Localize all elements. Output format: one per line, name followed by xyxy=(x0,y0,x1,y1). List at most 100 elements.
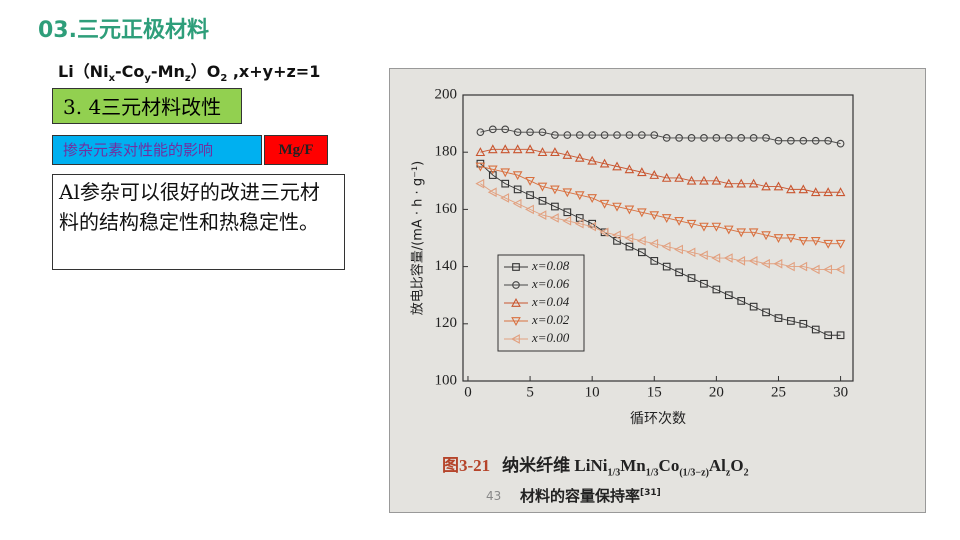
body-text: Al参杂可以很好的改进三元材料的结构稳定性和热稳定性。 xyxy=(52,174,345,270)
marker xyxy=(823,264,833,275)
marker xyxy=(786,184,796,194)
marker xyxy=(824,331,833,340)
marker xyxy=(749,134,758,142)
text-run: ,x+y+z=1 xyxy=(227,62,321,81)
marker xyxy=(487,187,497,198)
marker xyxy=(698,250,708,260)
marker xyxy=(762,134,770,142)
plot-frame xyxy=(462,94,854,382)
marker xyxy=(637,208,647,218)
marker xyxy=(488,171,497,179)
marker xyxy=(761,231,771,241)
marker xyxy=(525,204,534,215)
marker xyxy=(786,234,796,244)
marker xyxy=(649,238,659,249)
marker xyxy=(649,170,660,179)
marker xyxy=(699,222,709,232)
y-tick-label: 120 xyxy=(435,315,458,331)
marker xyxy=(700,134,708,142)
script-text: 2 xyxy=(743,467,749,479)
page-number: 43 xyxy=(486,489,502,503)
legend-label: x=0.08 xyxy=(531,258,570,273)
topic-label: 掺杂元素对性能的影响 xyxy=(52,135,262,165)
marker xyxy=(650,131,659,139)
marker xyxy=(575,131,584,139)
script-text: (1/3−z) xyxy=(679,467,709,479)
marker xyxy=(538,128,547,137)
marker xyxy=(723,225,734,235)
marker xyxy=(661,241,671,252)
text-run: O xyxy=(730,456,744,475)
marker xyxy=(562,150,573,159)
marker xyxy=(674,172,684,182)
marker xyxy=(810,187,821,197)
marker xyxy=(835,264,845,275)
text-run: 纳米纤维 LiNi xyxy=(502,456,608,475)
legend-label: x=0.04 xyxy=(531,294,570,309)
marker xyxy=(811,136,820,145)
legend-marker xyxy=(510,334,520,344)
marker xyxy=(500,144,511,154)
marker xyxy=(773,181,784,191)
marker xyxy=(612,161,622,171)
script-text: [31] xyxy=(640,488,661,498)
marker xyxy=(637,167,647,177)
marker xyxy=(625,242,634,251)
legend-marker xyxy=(511,317,521,327)
marker xyxy=(675,134,683,142)
marker xyxy=(599,227,609,238)
marker xyxy=(512,144,523,154)
marker xyxy=(762,308,770,317)
marker xyxy=(550,185,560,195)
marker xyxy=(737,134,746,142)
marker xyxy=(810,237,821,246)
y-tick-label: 140 xyxy=(435,258,458,274)
marker xyxy=(737,297,746,305)
legend-label: x=0.02 xyxy=(531,312,570,327)
marker xyxy=(512,198,522,209)
text-run: -Mn xyxy=(150,62,185,81)
marker xyxy=(661,172,672,182)
marker xyxy=(810,264,820,275)
marker xyxy=(748,228,759,238)
x-tick-label: 15 xyxy=(647,384,662,400)
marker xyxy=(835,239,846,249)
marker xyxy=(687,274,696,282)
marker xyxy=(712,285,721,294)
script-text: z xyxy=(184,73,191,85)
marker xyxy=(625,131,634,139)
legend-marker xyxy=(511,297,521,307)
caption-line: 图3-21 纳米纤维 LiNi1/3Mn1/3Co(1/3−z)AlzO2 xyxy=(442,451,749,478)
marker xyxy=(785,261,795,272)
marker xyxy=(638,248,646,257)
marker xyxy=(551,131,559,139)
marker xyxy=(574,191,585,201)
marker xyxy=(773,258,783,269)
marker xyxy=(500,193,510,203)
script-text: x xyxy=(108,73,116,85)
x-axis-label: 循环次数 xyxy=(630,411,686,427)
text-run: 材料的容量保持率 xyxy=(520,487,641,505)
caption-line: 材料的容量保持率[31] xyxy=(520,485,661,506)
marker xyxy=(798,261,808,272)
script-text: 1/3 xyxy=(645,467,659,479)
marker xyxy=(811,325,820,334)
marker xyxy=(526,128,534,137)
marker xyxy=(662,262,671,271)
marker xyxy=(686,175,697,185)
x-tick-label: 30 xyxy=(833,384,848,400)
marker xyxy=(550,147,560,157)
y-tick-label: 100 xyxy=(435,372,458,388)
legend-marker xyxy=(512,281,520,289)
marker xyxy=(787,317,795,325)
legend-marker xyxy=(512,263,520,271)
marker xyxy=(724,291,733,300)
marker xyxy=(723,178,734,188)
marker xyxy=(563,131,572,139)
y-tick-label: 160 xyxy=(435,201,458,217)
marker xyxy=(600,131,609,139)
y-axis-label: 放电比容量/(mA · h · g⁻¹) xyxy=(410,161,426,315)
x-tick-label: 0 xyxy=(464,384,472,400)
marker xyxy=(686,219,697,229)
marker xyxy=(549,213,559,223)
